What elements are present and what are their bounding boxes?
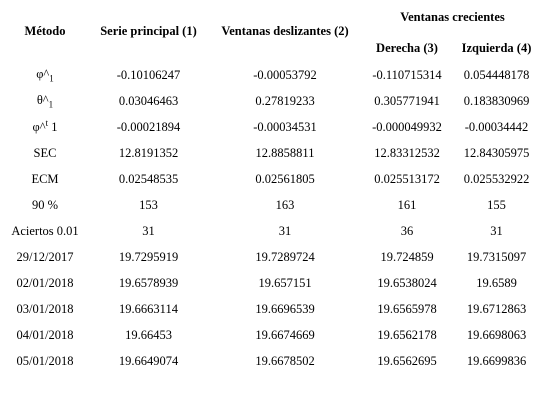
table-row: 29/12/2017 19.7295919 19.7289724 19.724859 1… bbox=[0, 244, 542, 270]
label-main: 29/12/2017 bbox=[16, 249, 74, 264]
table-row: 05/01/2018 19.6649074 19.6678502 19.6562695… bbox=[0, 348, 542, 374]
value-cell: 19.6699836 bbox=[466, 353, 527, 368]
table-row: Aciertos 0.01 31 31 36 31 bbox=[0, 218, 542, 244]
value-cell: -0.00034531 bbox=[253, 119, 317, 134]
row-label: 02/01/2018 bbox=[0, 270, 90, 296]
value-cell: 31 bbox=[142, 223, 155, 238]
table-row: 02/01/2018 19.6578939 19.657151 19.6538024 1… bbox=[0, 270, 542, 296]
row-label: φ^1 bbox=[0, 62, 90, 88]
row-label: 04/01/2018 bbox=[0, 322, 90, 348]
value-cell: 19.6565978 bbox=[377, 301, 437, 316]
value-cell: 31 bbox=[490, 223, 503, 238]
label-main: 03/01/2018 bbox=[16, 301, 74, 316]
value-cell: -0.00053792 bbox=[253, 67, 317, 82]
label-main: Aciertos 0.01 bbox=[11, 223, 79, 238]
label-main: φ^ bbox=[36, 66, 50, 81]
value-cell: 36 bbox=[400, 223, 414, 238]
value-cell: 19.6562178 bbox=[377, 327, 437, 342]
value-cell: 19.6663114 bbox=[119, 301, 178, 316]
value-cell: 19.6696539 bbox=[255, 301, 315, 316]
value-cell: 19.657151 bbox=[258, 275, 312, 290]
table-row: 03/01/2018 19.6663114 19.6696539 19.6565978… bbox=[0, 296, 542, 322]
label-main: φ^ bbox=[32, 120, 46, 135]
results-table: Método Serie principal (1) Ventanas desl… bbox=[0, 9, 542, 374]
value-cell: 19.6674669 bbox=[255, 327, 315, 342]
value-cell: 0.02548535 bbox=[118, 171, 179, 186]
label-main: 04/01/2018 bbox=[16, 327, 74, 342]
header-cell: Ventanas deslizantes (2) bbox=[221, 23, 349, 38]
value-cell: -0.10106247 bbox=[116, 67, 181, 82]
value-cell: -0.00021894 bbox=[116, 119, 181, 134]
value-cell: -0.000049932 bbox=[372, 119, 442, 134]
value-cell: 19.6578939 bbox=[118, 275, 179, 290]
label-main: 02/01/2018 bbox=[16, 275, 74, 290]
row-label: 90 % bbox=[0, 192, 90, 218]
row-label: 03/01/2018 bbox=[0, 296, 90, 322]
table-row: θ^1 0.03046463 0.27819233 0.305771941 0.1838… bbox=[0, 88, 542, 114]
row-label: θ^1 bbox=[0, 88, 90, 114]
label-after: 1 bbox=[48, 120, 58, 135]
label-main: SEC bbox=[33, 145, 57, 160]
value-cell: 0.183830969 bbox=[463, 93, 530, 108]
row-label: SEC bbox=[0, 140, 90, 166]
value-cell: 12.84305975 bbox=[463, 145, 530, 160]
label-main: 90 % bbox=[31, 197, 59, 212]
header-cell: Serie principal (1) bbox=[100, 23, 197, 38]
value-cell: 19.7289724 bbox=[255, 249, 315, 264]
value-cell: 0.025532922 bbox=[463, 171, 530, 186]
header-cell: Derecha (3) bbox=[376, 40, 438, 55]
value-cell: 19.6562695 bbox=[377, 353, 437, 368]
value-cell: 19.6538024 bbox=[377, 275, 437, 290]
label-sub: 1 bbox=[49, 73, 54, 84]
table-row: φ^t 1 -0.00021894 -0.00034531 -0.000049932 -… bbox=[0, 114, 542, 140]
table-row: 90 % 153 163 161 155 bbox=[0, 192, 542, 218]
value-cell: 153 bbox=[139, 197, 158, 212]
value-cell: 0.025513172 bbox=[374, 171, 440, 186]
value-cell: 12.83312532 bbox=[374, 145, 440, 160]
value-cell: 31 bbox=[278, 223, 292, 238]
row-label: 29/12/2017 bbox=[0, 244, 90, 270]
header-cell: Método bbox=[24, 23, 66, 38]
value-cell: 0.02561805 bbox=[255, 171, 315, 186]
row-label: 05/01/2018 bbox=[0, 348, 90, 374]
value-cell: -0.110715314 bbox=[372, 67, 442, 82]
value-cell: 155 bbox=[487, 197, 506, 212]
value-cell: 161 bbox=[397, 197, 417, 212]
row-label: Aciertos 0.01 bbox=[0, 218, 90, 244]
value-cell: 19.6698063 bbox=[466, 327, 527, 342]
value-cell: 19.6678502 bbox=[255, 353, 315, 368]
value-cell: 19.6712863 bbox=[466, 301, 527, 316]
table-row: ECM 0.02548535 0.02561805 0.025513172 0.0255… bbox=[0, 166, 542, 192]
value-cell: 0.03046463 bbox=[118, 93, 179, 108]
table-row: SEC 12.8191352 12.8858811 12.83312532 12.843… bbox=[0, 140, 542, 166]
value-cell: 12.8191352 bbox=[118, 145, 179, 160]
label-main: 05/01/2018 bbox=[16, 353, 74, 368]
value-cell: 12.8858811 bbox=[255, 145, 315, 160]
table-row: φ^1 -0.10106247 -0.00053792 -0.110715314 0.0… bbox=[0, 62, 542, 88]
value-cell: 0.305771941 bbox=[374, 93, 440, 108]
value-cell: 19.6589 bbox=[476, 275, 517, 290]
label-sup: t bbox=[45, 118, 49, 129]
table-row: 04/01/2018 19.66453 19.6674669 19.6562178 19… bbox=[0, 322, 542, 348]
value-cell: 19.7295919 bbox=[118, 249, 179, 264]
header-cell: Ventanas crecientes bbox=[400, 9, 505, 24]
label-main: θ^ bbox=[36, 92, 49, 107]
value-cell: 19.724859 bbox=[380, 249, 434, 264]
table-body: φ^1 -0.10106247 -0.00053792 -0.110715314 0.0… bbox=[0, 62, 542, 374]
value-cell: 163 bbox=[275, 197, 295, 212]
row-label: ECM bbox=[0, 166, 90, 192]
value-cell: 0.054448178 bbox=[463, 67, 530, 82]
value-cell: 19.6649074 bbox=[118, 353, 179, 368]
value-cell: 0.27819233 bbox=[255, 93, 315, 108]
value-cell: -0.00034442 bbox=[464, 119, 529, 134]
value-cell: 19.7315097 bbox=[466, 249, 527, 264]
header-cell: Izquierda (4) bbox=[461, 40, 532, 55]
label-sub: 1 bbox=[48, 99, 54, 110]
label-main: ECM bbox=[31, 171, 59, 186]
value-cell: 19.66453 bbox=[125, 327, 172, 342]
row-label: φ^t 1 bbox=[0, 114, 90, 140]
